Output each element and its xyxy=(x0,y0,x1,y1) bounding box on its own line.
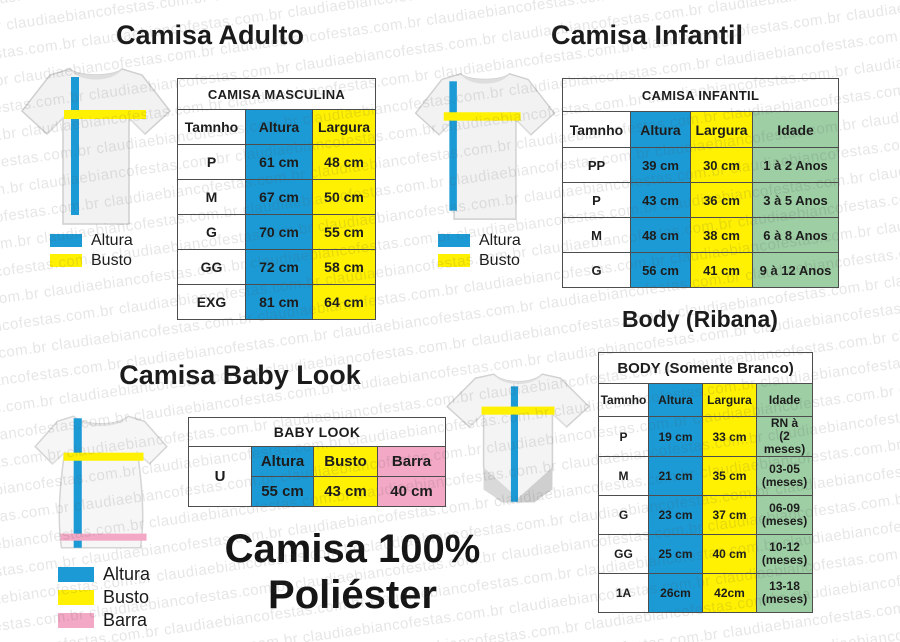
busto-color-swatch-icon xyxy=(438,254,470,267)
altura-measure-line xyxy=(449,81,457,211)
col-header-idade: Idade xyxy=(751,111,840,148)
col-header-altura: Altura xyxy=(245,109,313,145)
collar xyxy=(493,374,543,385)
baby-look-table: BABY LOOK U Altura Busto Barra 55 cm 43 … xyxy=(187,417,447,507)
table-row: G 23 cm 37 cm 06-09 (meses) xyxy=(598,495,814,535)
table-row: 1A 26cm 42cm 13-18 (meses) xyxy=(598,573,814,613)
babylook-legend: Altura Busto Barra xyxy=(58,563,150,632)
table-row: PP 39 cm 30 cm 1 à 2 Anos xyxy=(562,147,840,183)
babylook-section-title: Camisa Baby Look xyxy=(119,360,361,390)
busto-color-swatch-icon xyxy=(58,589,94,605)
altura-color-swatch-icon xyxy=(438,234,470,247)
material-note-line2: Poliéster xyxy=(268,573,437,617)
busto-color-swatch-icon xyxy=(50,254,82,267)
table-row: 55 cm 43 cm 40 cm xyxy=(189,476,447,507)
legend-item-busto: Busto xyxy=(58,586,150,608)
body-section-title: Body (Ribana) xyxy=(622,306,778,332)
busto-measure-line xyxy=(481,406,555,415)
col-header-altura: Altura xyxy=(630,111,691,148)
col-header-busto: Busto xyxy=(313,446,378,477)
barra-measure-line xyxy=(60,533,147,541)
leg-flap-right xyxy=(513,467,553,502)
infantil-section-title: Camisa Infantil xyxy=(550,20,744,50)
barra-color-swatch-icon xyxy=(58,612,94,628)
infantil-legend: Altura Busto xyxy=(438,231,521,271)
col-header-largura: Largura xyxy=(702,383,757,417)
table-row: G 56 cm 41 cm 9 à 12 Anos xyxy=(562,252,840,288)
table-row: P 19 cm 33 cm RN à (2 meses) xyxy=(598,416,814,457)
camisa-masculina-table: CAMISA MASCULINA Tamnho Altura Largura P… xyxy=(176,78,377,320)
legend-item-busto: Busto xyxy=(438,251,521,270)
col-header-altura: Altura xyxy=(251,446,314,477)
table-row: P 43 cm 36 cm 3 à 5 Anos xyxy=(562,182,840,218)
col-header-barra: Barra xyxy=(376,446,447,477)
table-row: M 48 cm 38 cm 6 à 8 Anos xyxy=(562,217,840,253)
altura-color-swatch-icon xyxy=(50,234,82,247)
camisa-infantil-table: CAMISA INFANTIL Tamnho Altura Largura Id… xyxy=(561,78,840,288)
table-title: BABY LOOK xyxy=(187,417,447,447)
altura-color-swatch-icon xyxy=(58,566,94,582)
table-title: BODY (Somente Branco) xyxy=(597,352,814,384)
col-header-tamnho: Tamnho xyxy=(177,109,246,145)
babylook-shirt-illustration xyxy=(34,415,168,549)
material-note-line1: Camisa 100% xyxy=(224,527,481,571)
table-row: G 70 cm 55 cm xyxy=(177,214,377,250)
table-row: P 61 cm 48 cm xyxy=(177,144,377,180)
legend-item-barra: Barra xyxy=(58,609,150,631)
child-shirt-illustration xyxy=(414,73,556,220)
legend-item-altura: Altura xyxy=(438,231,521,250)
legend-item-busto: Busto xyxy=(50,251,133,270)
col-header-idade: Idade xyxy=(755,383,814,417)
table-row: GG 25 cm 40 cm 10-12 (meses) xyxy=(598,534,814,574)
collar xyxy=(73,416,129,427)
table-row: GG 72 cm 58 cm xyxy=(177,249,377,285)
altura-measure-line xyxy=(73,418,82,548)
collar xyxy=(460,73,510,84)
col-header-largura: Largura xyxy=(311,109,377,145)
collar xyxy=(70,69,122,80)
adult-section-title: Camisa Adulto xyxy=(115,20,305,50)
altura-measure-line xyxy=(510,386,518,502)
col-header-altura: Altura xyxy=(648,383,703,417)
body-table: BODY (Somente Branco) Tamnho Altura Larg… xyxy=(597,352,814,613)
col-header-tamnho: Tamnho xyxy=(562,111,631,148)
legend-item-altura: Altura xyxy=(50,231,133,250)
table-title: CAMISA MASCULINA xyxy=(176,78,377,110)
legend-item-altura: Altura xyxy=(58,563,150,585)
busto-measure-line xyxy=(443,112,521,121)
table-row: EXG 81 cm 64 cm xyxy=(177,284,377,320)
altura-measure-line xyxy=(71,77,79,215)
baby-body-illustration xyxy=(446,373,590,503)
leg-flap-left xyxy=(483,467,523,502)
busto-measure-line xyxy=(64,110,146,119)
table-row: M 67 cm 50 cm xyxy=(177,179,377,215)
table-row: M 21 cm 35 cm 03-05 (meses) xyxy=(598,456,814,496)
material-note: Camisa 100% Poliéster xyxy=(180,526,525,618)
col-header-tamnho: Tamnho xyxy=(598,383,649,417)
col-header-largura: Largura xyxy=(690,111,753,148)
table-title: CAMISA INFANTIL xyxy=(561,78,840,112)
adult-legend: Altura Busto xyxy=(50,231,133,271)
busto-measure-line xyxy=(63,452,144,461)
size-cell: U xyxy=(188,446,252,507)
adult-shirt-illustration xyxy=(20,68,172,225)
